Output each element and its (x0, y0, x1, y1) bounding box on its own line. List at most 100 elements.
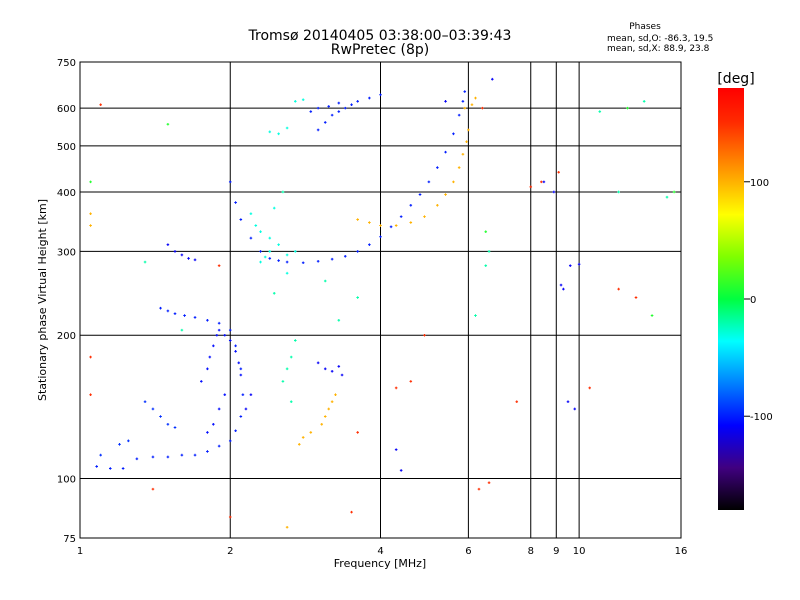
data-point (316, 128, 320, 132)
data-point (285, 271, 289, 275)
data-point (316, 106, 320, 110)
data-point (259, 260, 262, 264)
data-point (244, 407, 248, 411)
data-point (444, 193, 447, 196)
data-point (166, 455, 170, 459)
data-point (281, 380, 285, 383)
data-point (559, 283, 563, 287)
data-point (588, 386, 591, 390)
series-upper-cyan-echoes (268, 98, 305, 136)
data-point (215, 333, 219, 337)
data-point (444, 150, 447, 154)
data-point (423, 333, 426, 337)
data-point (193, 316, 197, 319)
data-point (368, 221, 371, 224)
data-point (477, 487, 481, 491)
data-point (444, 100, 447, 103)
data-point (241, 393, 245, 397)
data-point (166, 122, 170, 126)
data-point (467, 128, 470, 132)
data-point (217, 444, 221, 448)
colorbar-unit-label: [deg] (717, 71, 754, 87)
data-point (166, 422, 170, 426)
data-point (427, 180, 431, 184)
data-point (254, 224, 258, 227)
data-point (159, 306, 162, 310)
data-point (268, 250, 272, 253)
data-point (99, 453, 102, 457)
data-point (193, 453, 197, 457)
data-point (249, 212, 253, 216)
data-point (399, 215, 403, 218)
y-tick-label: 100 (57, 475, 76, 486)
colorbar (718, 88, 744, 510)
data-point (463, 90, 467, 93)
data-point (457, 166, 461, 169)
data-point (173, 312, 177, 315)
data-point (379, 235, 382, 239)
data-point (301, 261, 305, 265)
data-point (320, 422, 324, 426)
data-point (323, 415, 327, 418)
series-o-mode-low-branch (99, 400, 177, 457)
data-point (540, 180, 543, 184)
data-point (263, 255, 267, 259)
data-point (183, 314, 186, 317)
data-point (151, 455, 155, 459)
data-point (394, 224, 398, 227)
data-point (309, 110, 313, 113)
colorbar-tick-label: 100 (750, 178, 769, 189)
x-tick-label: 16 (675, 546, 688, 557)
data-point (481, 106, 484, 110)
data-point (356, 100, 359, 103)
data-point (350, 510, 353, 514)
data-point (301, 436, 305, 439)
data-point (143, 260, 147, 264)
data-point (672, 190, 676, 194)
data-point (239, 367, 243, 371)
data-point (180, 453, 184, 457)
x-axis-label: Frequency [MHz] (334, 557, 426, 570)
data-point (234, 350, 237, 353)
data-point (208, 355, 212, 359)
data-point (121, 467, 125, 470)
data-point (617, 190, 620, 194)
x-tick-label: 4 (377, 546, 383, 557)
series-upper-echoes (309, 93, 382, 132)
data-point (356, 250, 359, 253)
data-point (301, 98, 305, 101)
data-point (557, 170, 560, 174)
data-point (529, 185, 533, 189)
x-tick-label: 8 (528, 546, 534, 557)
series-o-mode-f1-cusp (200, 328, 243, 434)
data-point (268, 236, 272, 240)
data-point (343, 255, 347, 258)
data-point (285, 260, 289, 264)
data-point (394, 386, 398, 390)
phase-stats-heading: Phases (629, 22, 661, 32)
data-point (484, 264, 488, 267)
data-point (228, 339, 232, 342)
data-point (294, 250, 297, 253)
data-point (289, 400, 293, 404)
colorbar-tick-label: -100 (750, 412, 773, 423)
data-point (212, 422, 215, 426)
data-point (452, 180, 455, 184)
data-point (223, 333, 227, 337)
data-point (285, 367, 289, 371)
data-point (277, 132, 280, 136)
data-point (237, 361, 241, 365)
data-point (228, 515, 232, 519)
data-point (452, 132, 455, 136)
data-point (206, 450, 209, 453)
data-point (461, 152, 465, 156)
data-point (409, 380, 413, 383)
data-point (436, 166, 439, 169)
data-point (259, 250, 262, 253)
series-sporadic-red (89, 103, 638, 519)
data-point (193, 258, 197, 262)
data-point (350, 103, 353, 107)
y-tick-label: 600 (57, 104, 76, 115)
data-point (487, 481, 491, 485)
